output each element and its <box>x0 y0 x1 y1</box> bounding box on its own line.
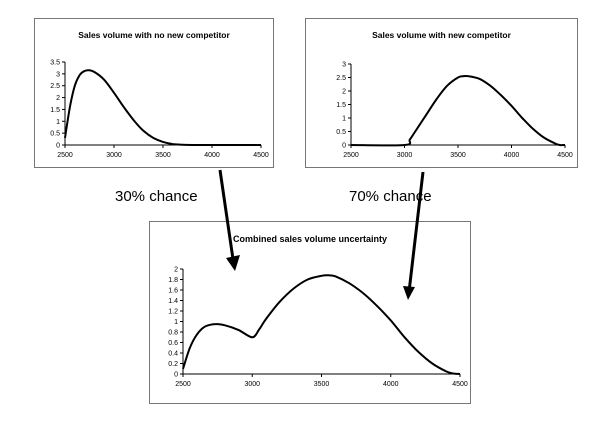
x-tick-label: 4500 <box>557 152 573 159</box>
series-line <box>64 69 261 146</box>
y-tick-label: 0 <box>56 143 60 150</box>
y-tick-label: 0.8 <box>168 330 178 337</box>
y-tick-label: 3.5 <box>50 60 60 67</box>
chart-title: Sales volume with new competitor <box>372 30 511 40</box>
chart-with-competitor: Sales volume with new competitor 0 0.5 1 1.… <box>305 18 578 168</box>
chart-plot: 0 0.5 1 1.5 2 2.5 3 3.5 2500 3000 3500 4000 4500 <box>50 60 269 160</box>
x-tick-label: 3500 <box>314 381 330 388</box>
y-tick-label: 0.2 <box>168 361 178 368</box>
y-tick-label: 0.5 <box>50 131 60 138</box>
y-tick-label: 3 <box>56 71 60 78</box>
y-tick-label: 2.5 <box>336 75 346 82</box>
x-tick-label: 3500 <box>155 152 171 159</box>
series-line <box>350 74 566 147</box>
y-tick-label: 1.2 <box>168 309 178 316</box>
y-tick-label: 0 <box>174 372 178 379</box>
y-tick-label: 2 <box>342 89 346 96</box>
y-tick-label: 0 <box>342 143 346 150</box>
arrow-right <box>407 171 425 293</box>
chart-plot: 0 0.2 0.4 0.6 0.8 1 1.2 1.4 1.6 1.8 2 2500 3000 3500 4… <box>168 267 468 389</box>
series-line <box>182 274 461 375</box>
chart-no-competitor: Sales volume with no new competitor 0 0.5… <box>34 18 274 168</box>
x-tick-label: 3000 <box>106 152 122 159</box>
y-tick-label: 1.5 <box>50 107 60 114</box>
x-tick-label: 3500 <box>450 152 466 159</box>
x-tick-label: 2500 <box>57 152 73 159</box>
chart-plot: 0 0.5 1 1.5 2 2.5 3 2500 3000 3500 4000 4500 <box>336 62 573 160</box>
seventy-percent-label: 70% chance <box>349 188 432 205</box>
y-tick-label: 2 <box>56 95 60 102</box>
y-tick-label: 1 <box>342 116 346 123</box>
y-tick-label: 0.4 <box>168 351 178 358</box>
x-tick-label: 4000 <box>504 152 520 159</box>
x-tick-label: 2500 <box>175 381 191 388</box>
x-tick-label: 4000 <box>204 152 220 159</box>
y-tick-label: 2.5 <box>50 83 60 90</box>
y-tick-label: 1 <box>174 319 178 326</box>
x-tick-label: 2500 <box>343 152 359 159</box>
y-tick-label: 1.5 <box>336 102 346 109</box>
chart-title: Sales volume with no new competitor <box>78 30 230 40</box>
x-tick-label: 4500 <box>253 152 269 159</box>
chart-combined: Combined sales volume uncertainty 0 0.2 0.… <box>149 221 471 404</box>
y-tick-label: 1.8 <box>168 277 178 284</box>
thirty-percent-label: 30% chance <box>115 188 198 205</box>
y-tick-label: 1.4 <box>168 298 178 305</box>
x-tick-label: 4000 <box>383 381 399 388</box>
arrow-left-head <box>226 255 240 271</box>
arrow-left <box>218 169 236 267</box>
y-tick-label: 1 <box>56 119 60 126</box>
y-tick-label: 2 <box>174 267 178 274</box>
x-tick-label: 3000 <box>397 152 413 159</box>
y-tick-label: 0.5 <box>336 129 346 136</box>
x-tick-label: 3000 <box>244 381 260 388</box>
arrow-right-head <box>403 286 415 300</box>
y-tick-label: 0.6 <box>168 340 178 347</box>
chart-title: Combined sales volume uncertainty <box>232 234 388 244</box>
x-tick-label: 4500 <box>452 381 468 388</box>
y-tick-label: 3 <box>342 62 346 69</box>
y-tick-label: 1.6 <box>168 288 178 295</box>
